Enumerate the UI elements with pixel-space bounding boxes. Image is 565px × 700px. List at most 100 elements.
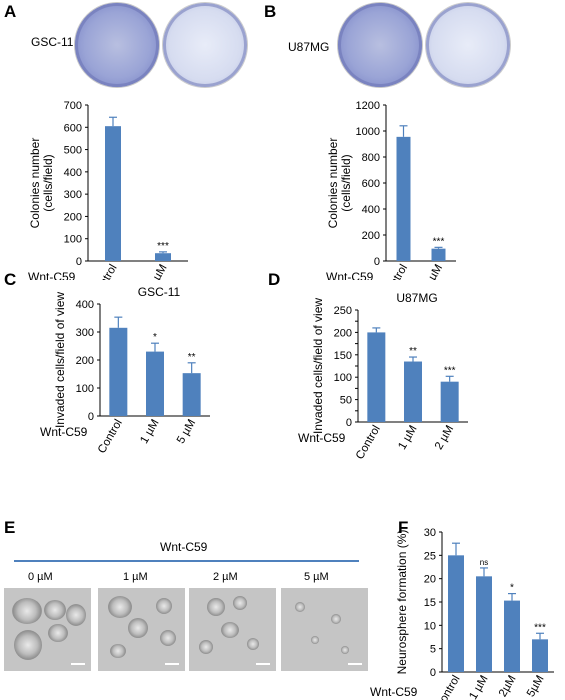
- chart-a-row-label: Wnt-C59: [28, 270, 76, 280]
- chart-d-title: U87MG: [396, 291, 437, 305]
- treatment-line-e: [14, 560, 359, 562]
- chart-c-ylabel-0: Invaded cells/field of view: [53, 292, 67, 428]
- chart-f-ylabel-0: Neurosphere formation (%): [395, 530, 409, 675]
- chart-d-bar-1: [404, 361, 422, 422]
- chart-f-ytick-label-6: 30: [424, 527, 436, 539]
- chart-b-ylabel-1: (cells/field): [339, 154, 353, 211]
- chart-a-ytick-label-4: 400: [64, 167, 82, 179]
- chart-b-category-label-0: Control: [381, 263, 410, 281]
- chart-a-ytick-label-3: 300: [64, 189, 82, 201]
- chart-b-bar-0: [396, 136, 411, 261]
- panel-letter-b: B: [264, 2, 277, 21]
- panel-letter-f: F: [398, 518, 409, 537]
- chart-d-annotation-2: ***: [444, 365, 456, 376]
- chart-f-annotation-1: ns: [480, 558, 488, 567]
- chart-a: 0 100 200 300 400 500 600 700 Colonies number (ce…: [28, 100, 188, 281]
- cell-label-b: U87MG: [288, 40, 330, 54]
- chart-d-ylabel-0: Invaded cells/field of view: [311, 298, 325, 434]
- chart-c-category-label-1: 1 µM: [138, 418, 161, 446]
- panel-letter-d: D: [268, 270, 281, 289]
- panel-letter-c: C: [4, 270, 17, 289]
- condition-label-0: 0 µM: [28, 571, 53, 583]
- chart-d-annotation-1: **: [409, 346, 417, 357]
- chart-f-ytick-label-5: 25: [424, 550, 436, 562]
- chart-b-ytick-label-6: 1200: [356, 100, 380, 112]
- chart-d-ytick-label-0: 0: [346, 417, 352, 429]
- chart-c-annotation-1: *: [153, 332, 157, 343]
- chart-c-ytick-label-0: 0: [88, 411, 94, 423]
- chart-a-ylabel-1: (cells/field): [41, 154, 55, 211]
- neurosphere-image-5um: [281, 588, 368, 671]
- chart-f-ytick-label-4: 20: [424, 574, 436, 586]
- chart-a-ytick-label-5: 500: [64, 145, 82, 157]
- condition-label-1: 1 µM: [123, 571, 148, 583]
- chart-f-annotation-2: *: [510, 583, 514, 594]
- chart-b-category-label-1: 1 µM: [422, 263, 445, 281]
- chart-a-ylabel-0: Colonies number: [28, 138, 42, 229]
- chart-d-bar-2: [440, 381, 459, 422]
- chart-a-annotation-1: ***: [157, 241, 169, 252]
- chart-c-category-label-0: Control: [96, 418, 125, 456]
- chart-d: U87MG 0 50 100 150 200 250 Invaded cells/field …: [298, 291, 468, 462]
- chart-f-ytick-label-3: 15: [424, 597, 436, 609]
- chart-d-category-label-2: 2 µM: [433, 424, 456, 452]
- chart-c-bar-0: [109, 327, 128, 416]
- chart-b-row-label: Wnt-C59: [326, 270, 374, 280]
- chart-d-ytick-label-8: 200: [334, 327, 352, 339]
- chart-c-bar-1: [146, 351, 164, 416]
- chart-a-bar-1: [155, 253, 171, 261]
- chart-d-ytick-label-2: 50: [340, 395, 352, 407]
- chart-c: GSC-11 0 100 200 300 400 Invaded cells/field o…: [40, 285, 210, 456]
- neurosphere-image-2um: [189, 588, 276, 671]
- chart-d-bar-0: [367, 332, 386, 422]
- cell-label-a: GSC-11: [31, 35, 74, 49]
- panel-letter-e: E: [4, 518, 16, 537]
- chart-f-category-label-3: 5µM: [525, 674, 547, 700]
- chart-f-ytick-label-0: 0: [430, 667, 436, 679]
- chart-b-ytick-label-5: 1000: [356, 126, 380, 138]
- chart-b-annotation-1: ***: [433, 236, 445, 247]
- colony-plate-treated-b: [426, 3, 510, 87]
- chart-c-annotation-2: **: [188, 352, 196, 363]
- chart-a-ytick-label-2: 200: [64, 211, 82, 223]
- chart-a-category-label-0: Control: [91, 263, 120, 281]
- chart-a-category-label-1: 1 µM: [146, 263, 169, 281]
- condition-label-3: 5 µM: [304, 571, 329, 583]
- chart-c-bar-2: [182, 373, 201, 416]
- chart-a-ytick-label-7: 700: [64, 100, 82, 112]
- chart-f-category-label-1: 1 µM: [467, 674, 490, 700]
- chart-b: 0 200 400 600 800 1000 1200 Colonies number (cel…: [326, 100, 456, 281]
- chart-f-bar-3: [532, 639, 548, 672]
- condition-label-2: 2 µM: [213, 571, 238, 583]
- chart-b-ytick-label-1: 200: [362, 230, 380, 242]
- chart-b-ytick-label-4: 800: [362, 152, 380, 164]
- chart-f-bar-1: [476, 576, 492, 672]
- chart-f-bar-2: [504, 600, 520, 672]
- chart-c-ytick-label-3: 300: [76, 327, 94, 339]
- chart-c-category-label-2: 5 µM: [175, 418, 198, 446]
- chart-d-ytick-label-6: 150: [334, 350, 352, 362]
- chart-a-ytick-label-1: 100: [64, 234, 82, 246]
- neurosphere-image-1um: [98, 588, 185, 671]
- chart-a-ytick-label-6: 600: [64, 122, 82, 134]
- chart-f-category-label-0: Control: [434, 674, 463, 700]
- chart-d-ytick-label-10: 250: [334, 305, 352, 317]
- neurosphere-image-0um: [4, 588, 91, 671]
- chart-f-row-label: Wnt-C59: [370, 685, 418, 699]
- chart-c-ytick-label-4: 400: [76, 299, 94, 311]
- chart-d-category-label-1: 1 µM: [396, 424, 419, 452]
- chart-b-ytick-label-0: 0: [374, 256, 380, 268]
- chart-f-category-label-2: 2µM: [497, 674, 519, 700]
- chart-f-annotation-3: ***: [534, 622, 546, 633]
- chart-f-bar-0: [448, 555, 464, 672]
- chart-b-bar-1: [431, 248, 446, 261]
- chart-d-row-label: Wnt-C59: [298, 431, 346, 445]
- colony-plate-control-b: [338, 3, 422, 87]
- chart-b-ytick-label-3: 600: [362, 178, 380, 190]
- treatment-label-e: Wnt-C59: [160, 540, 208, 554]
- chart-a-ytick-label-0: 0: [76, 256, 82, 268]
- chart-f: 0 5 10 15 20 25 30 Neurosphere formation (%) Con…: [370, 527, 554, 700]
- chart-c-ytick-label-2: 200: [76, 355, 94, 367]
- chart-d-ytick-label-4: 100: [334, 372, 352, 384]
- chart-f-ytick-label-1: 5: [430, 644, 436, 656]
